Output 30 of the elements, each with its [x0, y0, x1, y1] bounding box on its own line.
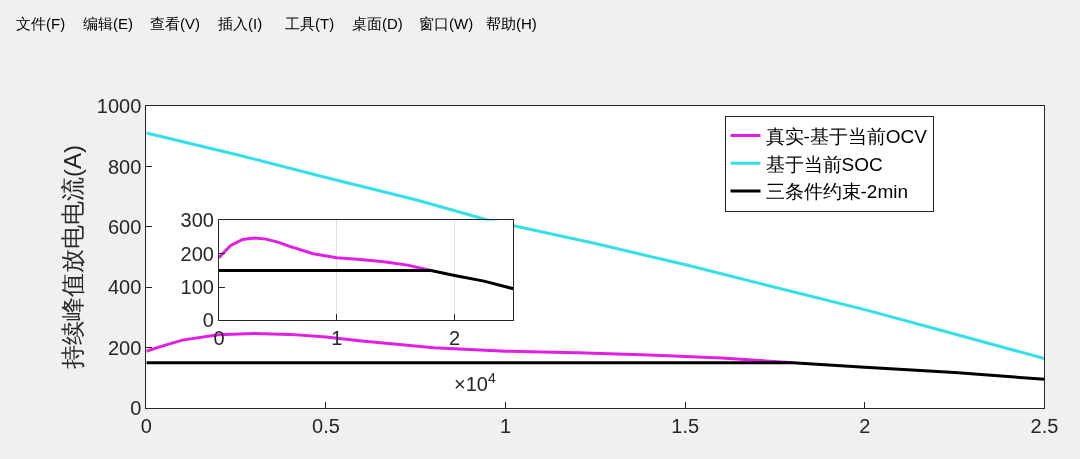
y-tick-label: 200	[107, 336, 142, 359]
text: 插入(I)	[218, 15, 263, 32]
x-tick-label: 2.5	[1030, 415, 1059, 438]
x-tick-label: 0.5	[312, 415, 340, 438]
x-tick-label: 2	[859, 415, 871, 438]
text: 工具(T)	[285, 15, 335, 32]
legend-label: 真实-基于当前OCV	[765, 125, 928, 147]
x-tick-label: 1.5	[671, 415, 700, 438]
legend-label: 三条件约束-2min	[765, 181, 909, 203]
y-axis-title: 持续峰值放电电流(A)	[58, 145, 86, 370]
y-tick-label: 200	[180, 242, 214, 265]
y-tick-label: 0	[202, 309, 214, 332]
text: 查看(V)	[150, 15, 200, 32]
line-series	[218, 268, 514, 291]
y-tick-label: 800	[107, 155, 142, 178]
x-tick-label: 1	[500, 415, 512, 438]
y-tick-label: 300	[180, 209, 214, 232]
x-tick-label: 2	[448, 327, 461, 350]
text: 桌面(D)	[352, 15, 403, 32]
y-tick-label: 1000	[96, 95, 142, 118]
text: 文件(F)	[16, 15, 66, 32]
text: 帮助(H)	[486, 15, 537, 32]
y-tick-label: 0	[130, 397, 142, 420]
annotation: ×10$^{4}$	[454, 370, 496, 396]
legend-label: 基于当前SOC	[765, 153, 883, 175]
text: 编辑(E)	[83, 15, 133, 32]
y-tick-label: 400	[107, 276, 142, 299]
y-tick-label: 100	[180, 276, 214, 299]
y-tick-label: 600	[107, 215, 142, 238]
text: 窗口(W)	[419, 15, 474, 32]
